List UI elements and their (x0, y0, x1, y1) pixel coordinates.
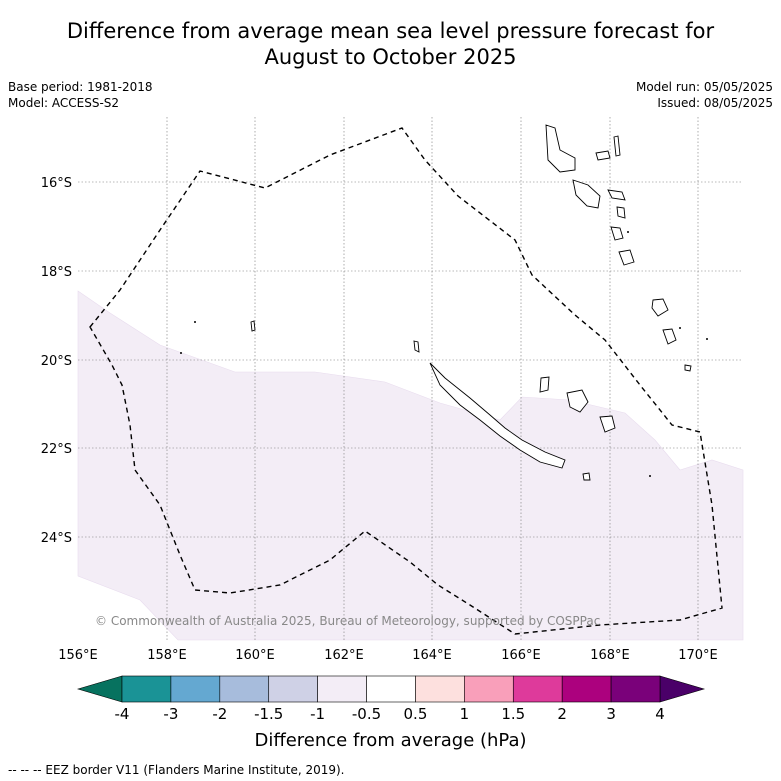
colorbar-segment (512, 675, 563, 703)
colorbar-tick-label: -2 (212, 705, 227, 723)
map-panel: © Commonwealth of Australia 2025, Bureau… (77, 117, 744, 641)
colorbar-tick-label: 0.5 (404, 705, 428, 723)
colorbar-segment (121, 675, 172, 703)
colorbar-segment (268, 675, 318, 703)
colorbar-tick-label: -4 (115, 705, 130, 723)
colorbar-segment (415, 675, 465, 703)
lat-label: 24°S (41, 531, 72, 546)
colorbar-tick-label: 3 (606, 705, 616, 723)
colorbar-tick-label: -3 (163, 705, 178, 723)
lon-label: 170°E (678, 648, 718, 663)
lon-label: 164°E (412, 648, 452, 663)
colorbar-tick-label: -1 (310, 705, 325, 723)
lat-label: 22°S (41, 442, 72, 457)
colorbar-segment (219, 675, 270, 703)
eez-legend-footer: -- -- -- EEZ border V11 (Flanders Marine… (8, 763, 345, 777)
chesterfield-reef (250, 320, 256, 332)
lon-label: 158°E (147, 648, 187, 663)
lat-label: 16°S (41, 176, 72, 191)
colorbar-tick-label: -1.5 (254, 705, 283, 723)
malekula (572, 179, 601, 209)
map-title: Difference from average mean sea level p… (0, 18, 781, 70)
erromango-south (618, 249, 635, 266)
colorbar-segment (317, 675, 367, 703)
model-run: Model run: 05/05/2025 (635, 80, 773, 94)
lat-axis: 16°S 18°S 20°S 22°S 24°S (41, 176, 72, 546)
shepherd-islands (616, 206, 626, 219)
colorbar-tick-label: 4 (655, 705, 665, 723)
colorbar-title: Difference from average (hPa) (254, 730, 527, 751)
small-islets (180, 231, 708, 477)
isle-of-pines (582, 472, 591, 481)
issued-date: Issued: 08/05/2025 (657, 96, 773, 110)
new-caledonia-island (429, 362, 566, 469)
belep-island (413, 340, 420, 353)
pentecost (613, 135, 621, 157)
colorbar-segment (610, 675, 661, 703)
colorbar-tick-label: 1 (460, 705, 470, 723)
aneityum (684, 364, 692, 372)
colorbar-tick-label: 1.5 (501, 705, 525, 723)
efate (610, 226, 624, 241)
colorbar-tick-label: -0.5 (352, 705, 381, 723)
islands (250, 124, 692, 481)
lifou-island (566, 389, 589, 413)
colorbar-segment (464, 675, 514, 703)
colorbar-segment (170, 675, 221, 703)
gridlines (78, 117, 743, 640)
mare-island (599, 415, 616, 433)
meta-right: Model run: 05/05/2025 Issued: 08/05/2025 (636, 79, 773, 111)
copyright-text: © Commonwealth of Australia 2025, Bureau… (95, 614, 600, 628)
colorbar-extend-low (76, 675, 123, 703)
colorbar: -4 -3 -2 -1.5 -1 -0.5 0.5 1 1.5 2 3 4 (76, 675, 706, 723)
lon-label: 168°E (590, 648, 630, 663)
meta-left: Base period: 1981-2018 Model: ACCESS-S2 (8, 79, 153, 111)
erromango (651, 298, 669, 317)
colorbar-tick-label: 2 (557, 705, 567, 723)
colorbar-ticks: -4 -3 -2 -1.5 -1 -0.5 0.5 1 1.5 2 3 4 (115, 705, 665, 723)
lat-label: 18°S (41, 265, 72, 280)
title-line-2: August to October 2025 (264, 45, 517, 69)
colorbar-extend-high (659, 675, 706, 703)
base-period: Base period: 1981-2018 (8, 80, 153, 94)
lon-label: 166°E (501, 648, 541, 663)
lon-label: 156°E (58, 648, 98, 663)
anomaly-shading (77, 290, 744, 641)
colorbar-segment (366, 675, 416, 703)
espiritu-santo (545, 124, 576, 173)
lon-label: 160°E (235, 648, 275, 663)
model-name: Model: ACCESS-S2 (8, 96, 120, 110)
title-line-1: Difference from average mean sea level p… (66, 19, 715, 43)
lon-label: 162°E (324, 648, 364, 663)
ouvea-island (539, 376, 550, 393)
colorbar-segments (121, 675, 661, 703)
epi-island (607, 189, 626, 201)
ambrym (595, 150, 611, 161)
lat-label: 20°S (41, 354, 72, 369)
colorbar-segment (561, 675, 612, 703)
lon-axis: 156°E 158°E 160°E 162°E 164°E 166°E 168°… (58, 648, 718, 663)
tanna (662, 328, 677, 345)
